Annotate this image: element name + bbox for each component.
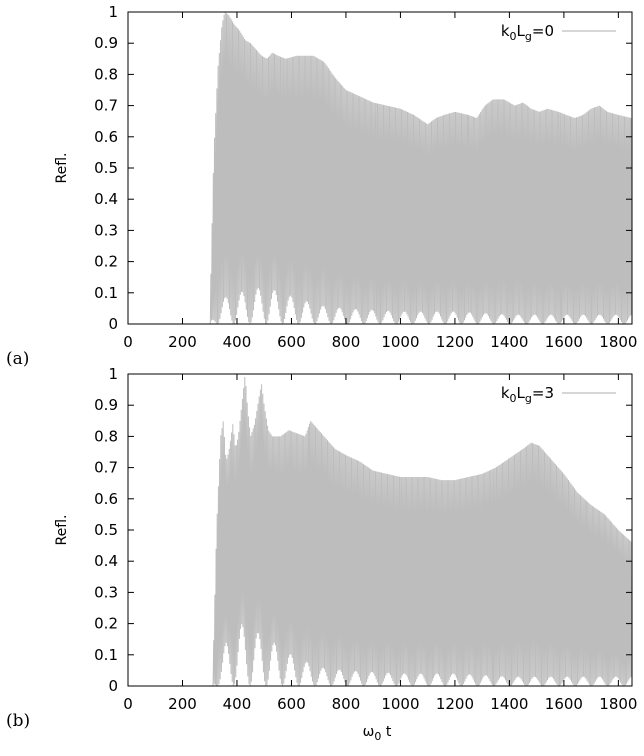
y-tick-label: 0.5: [94, 159, 118, 177]
x-tick-label: 1400: [490, 695, 528, 713]
x-tick-label: 400: [223, 695, 252, 713]
series-line: [209, 12, 633, 325]
x-tick-label: 1600: [545, 695, 583, 713]
x-tick-label: 1600: [545, 333, 583, 351]
x-tick-label: 1000: [381, 695, 419, 713]
y-tick-label: 0.1: [94, 284, 118, 302]
y-tick-label: 0.6: [94, 490, 118, 508]
y-tick-label: 0.3: [94, 583, 118, 601]
legend: k0Lg=0: [501, 22, 616, 43]
legend-rest: =3: [532, 384, 554, 402]
y-tick-label: 0.7: [94, 97, 118, 115]
y-tick-label: 0.5: [94, 521, 118, 539]
legend: k0Lg=3: [501, 384, 616, 405]
x-tick-label: 1400: [490, 333, 528, 351]
x-tick-label: 200: [168, 695, 197, 713]
y-axis-ticks: 0 0.1 0.2 0.3 0.4 0.5 0.6 0.7 0.8 0.9 1: [94, 3, 632, 333]
x-tick-label: 600: [277, 333, 306, 351]
x-label-omega: ω: [363, 724, 375, 740]
y-tick-label: 0.9: [94, 396, 118, 414]
y-tick-label: 0.8: [94, 427, 118, 445]
y-tick-label: 0.4: [94, 552, 118, 570]
legend-L-sub: g: [525, 30, 532, 43]
panel-label: (b): [6, 711, 30, 731]
x-tick-label: 800: [332, 695, 361, 713]
x-tick-label: 800: [332, 333, 361, 351]
x-tick-label: 200: [168, 333, 197, 351]
legend-entry-label: k0Lg=3: [501, 384, 554, 405]
legend-rest: =0: [532, 22, 554, 40]
y-tick-label: 0.6: [94, 128, 118, 146]
y-tick-label: 0.7: [94, 459, 118, 477]
chart-panel-a: 0 0.1 0.2 0.3 0.4 0.5 0.6 0.7 0.8 0.9 1 0 200 400 600…: [6, 3, 637, 369]
legend-L-sub: g: [525, 392, 532, 405]
x-tick-label: 1800: [599, 333, 637, 351]
series-fill-layer: [209, 12, 633, 325]
x-tick-label: 0: [123, 695, 133, 713]
series-line: [212, 376, 632, 687]
x-tick-label: 400: [223, 333, 252, 351]
x-tick-label: 1200: [436, 695, 474, 713]
chart-panel-b: 0 0.1 0.2 0.3 0.4 0.5 0.6 0.7 0.8 0.9 1 0 200 400 600…: [6, 365, 637, 743]
y-tick-label: 0.2: [94, 253, 118, 271]
y-tick-label: 0.9: [94, 34, 118, 52]
x-axis-label: ω0 t: [363, 724, 392, 743]
panel-label: (a): [6, 349, 29, 369]
x-tick-label: 1200: [436, 333, 474, 351]
y-axis-label: Refl.: [54, 153, 70, 184]
x-tick-label: 600: [277, 695, 306, 713]
legend-L: L: [517, 22, 526, 40]
x-tick-label: 1800: [599, 695, 637, 713]
y-tick-label: 0.3: [94, 221, 118, 239]
y-tick-label: 0.1: [94, 646, 118, 664]
y-axis-ticks: 0 0.1 0.2 0.3 0.4 0.5 0.6 0.7 0.8 0.9 1: [94, 365, 632, 695]
y-tick-label: 0.2: [94, 615, 118, 633]
y-tick-label: 0: [108, 315, 118, 333]
x-tick-label: 0: [123, 333, 133, 351]
y-tick-label: 1: [108, 365, 118, 383]
x-tick-label: 1000: [381, 333, 419, 351]
x-label-rest: t: [381, 724, 391, 740]
y-axis-label: Refl.: [54, 515, 70, 546]
legend-entry-label: k0Lg=0: [501, 22, 554, 43]
legend-k-sub: 0: [510, 392, 517, 405]
x-label-sub: 0: [374, 730, 381, 743]
legend-k: k: [501, 22, 510, 40]
y-tick-label: 0: [108, 677, 118, 695]
legend-k-sub: 0: [510, 30, 517, 43]
legend-L: L: [517, 384, 526, 402]
y-tick-label: 0.4: [94, 190, 118, 208]
x-axis-ticks: 0 200 400 600 800 1000 1200 1400 1600 1800: [123, 374, 637, 713]
legend-k: k: [501, 384, 510, 402]
x-axis-ticks: 0 200 400 600 800 1000 1200 1400 1600 1800: [123, 12, 637, 351]
y-tick-label: 1: [108, 3, 118, 21]
y-tick-label: 0.8: [94, 65, 118, 83]
series-fill-layer: [212, 376, 632, 687]
